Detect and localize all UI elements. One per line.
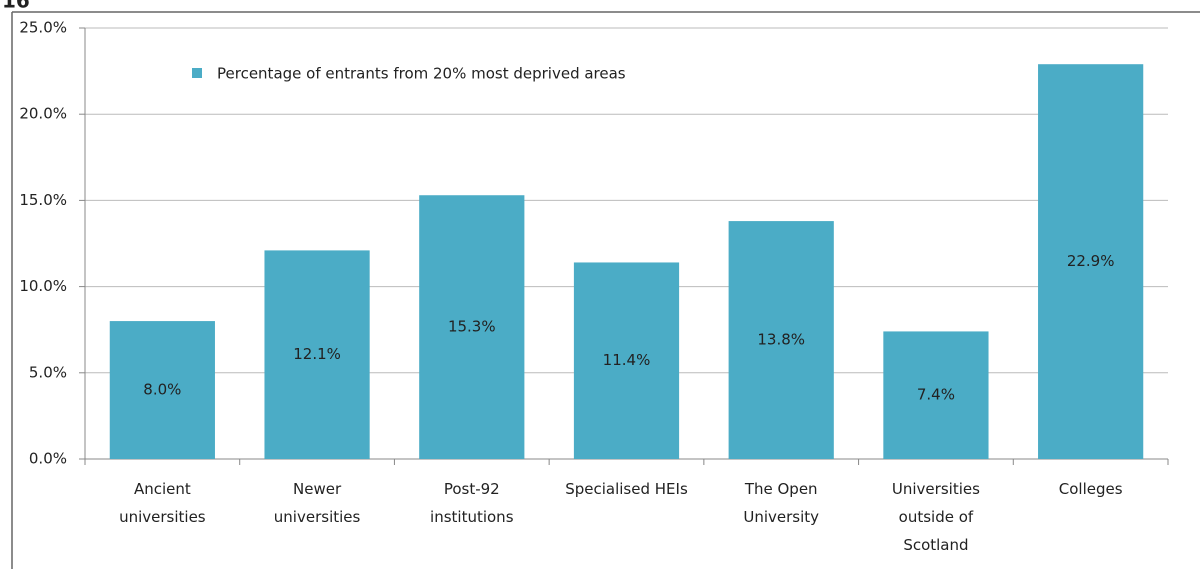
value-label: 22.9% bbox=[1067, 252, 1115, 270]
y-tick-label: 20.0% bbox=[19, 105, 67, 123]
y-tick-label: 25.0% bbox=[19, 19, 67, 37]
bar bbox=[728, 221, 834, 459]
legend-swatch bbox=[192, 68, 202, 78]
value-label: 8.0% bbox=[143, 381, 181, 399]
x-tick-label: Post-92 institutions bbox=[430, 480, 514, 526]
y-tick-label: 15.0% bbox=[19, 191, 67, 209]
legend-label: Percentage of entrants from 20% most dep… bbox=[217, 65, 626, 83]
value-label: 12.1% bbox=[293, 345, 341, 363]
bar bbox=[1038, 64, 1144, 459]
bar bbox=[419, 195, 525, 459]
y-tick-label: 10.0% bbox=[19, 277, 67, 295]
bar bbox=[264, 250, 370, 459]
x-tick-label: Newer universities bbox=[273, 480, 361, 526]
x-tick-label: Universities outside of Scotland bbox=[891, 480, 980, 554]
x-tick-label: Ancient universities bbox=[119, 480, 206, 526]
x-tick-label: Colleges bbox=[1058, 480, 1123, 498]
y-tick-label: 5.0% bbox=[29, 363, 67, 381]
bar bbox=[573, 262, 680, 459]
value-label: 7.4% bbox=[917, 386, 955, 404]
figure-number: 16 bbox=[2, 0, 30, 13]
value-label: 11.4% bbox=[603, 351, 651, 369]
x-tick-label: Specialised HEIs bbox=[565, 480, 688, 498]
bar bbox=[109, 321, 215, 459]
bar bbox=[883, 331, 989, 459]
x-tick-label: The Open University bbox=[743, 480, 820, 526]
value-label: 15.3% bbox=[448, 318, 496, 336]
value-label: 13.8% bbox=[757, 331, 805, 349]
y-tick-label: 0.0% bbox=[29, 450, 67, 468]
